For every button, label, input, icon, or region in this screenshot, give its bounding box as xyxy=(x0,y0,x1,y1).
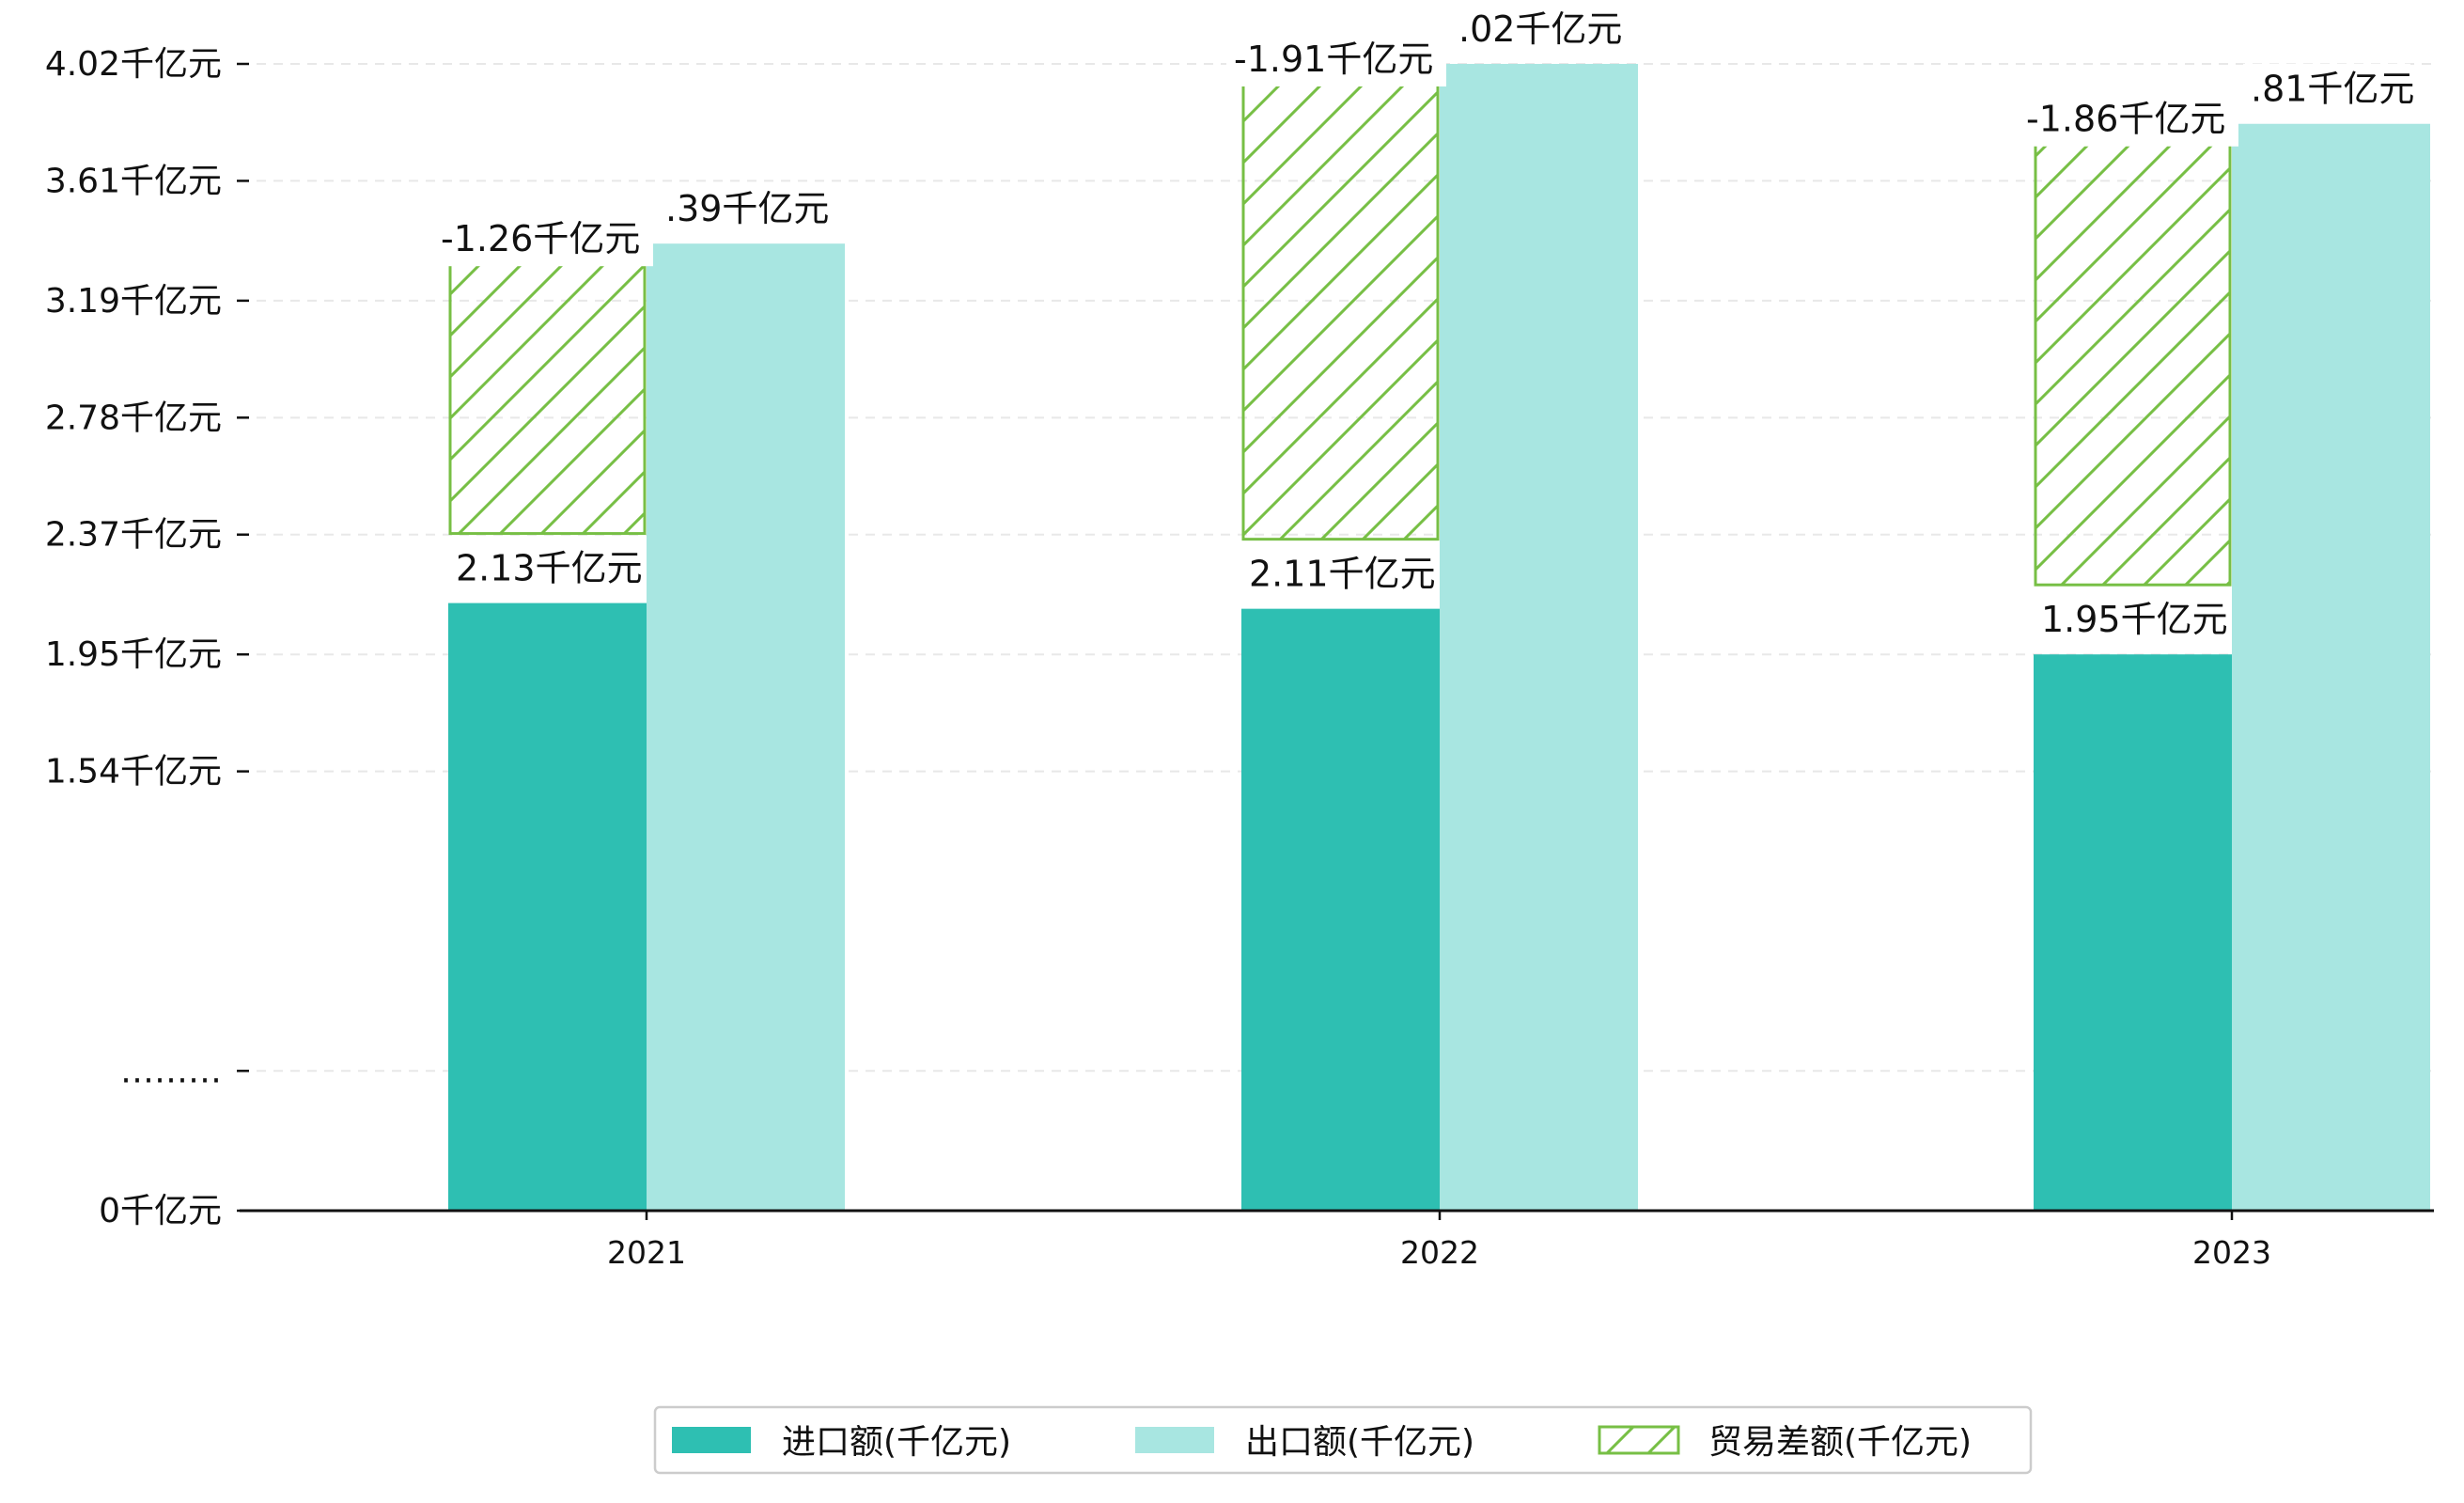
export-value-label-box xyxy=(1451,4,1618,56)
legend-export-swatch xyxy=(1135,1427,1214,1453)
import-value-label: 2.11千亿元 xyxy=(1249,554,1436,595)
balance-value-label-box xyxy=(433,213,653,267)
balance-value-label: -1.86千亿元 xyxy=(2026,99,2225,140)
legend-export-label: 出口额(千亿元) xyxy=(1245,1423,1474,1462)
balance-value-label-box xyxy=(2019,93,2238,147)
import-value-label-box xyxy=(1241,548,1435,602)
balance-bar xyxy=(1241,81,1440,541)
y-tick-label: 2.78千亿元 xyxy=(45,399,222,437)
legend-balance-swatch xyxy=(1598,1425,1680,1455)
balance-value-label: -1.26千亿元 xyxy=(441,218,640,259)
y-tick-label: 3.19千亿元 xyxy=(45,282,222,321)
x-tick-label: 2023 xyxy=(2192,1234,2271,1271)
y-tick-label: 4.02千亿元 xyxy=(45,45,222,84)
legend: 进口额(千亿元) 出口额(千亿元) 贸易差额(千亿元) xyxy=(653,1405,2033,1475)
export-value-label-box xyxy=(658,183,825,237)
balance-bar xyxy=(448,260,647,536)
export-bar xyxy=(2232,123,2430,1212)
import-value-label-box xyxy=(448,542,642,596)
export-value-label: .02千亿元 xyxy=(1458,8,1622,50)
import-value-label: 1.95千亿元 xyxy=(2041,599,2228,640)
y-tick-label: 2.37千亿元 xyxy=(45,516,222,555)
balance-bar xyxy=(2034,141,2232,587)
balance-value-label: -1.91千亿元 xyxy=(1234,39,1433,80)
y-tick-label: ……… xyxy=(120,1052,222,1090)
legend-box xyxy=(653,1405,2033,1475)
axes: 0千亿元 ……… 1.54千亿元 1.95千亿元 2.37千亿元 2.78千亿元 3.19千… xyxy=(45,45,2434,1271)
export-bar xyxy=(1440,64,1638,1211)
y-tick-label: 0千亿元 xyxy=(99,1192,222,1230)
import-bar xyxy=(2034,654,2232,1211)
legend-import-swatch xyxy=(672,1427,751,1453)
export-value-label: .39千亿元 xyxy=(665,188,829,229)
y-tick-label: 1.54千亿元 xyxy=(45,753,222,791)
import-bar xyxy=(448,603,647,1211)
import-bar xyxy=(1241,608,1440,1211)
export-value-label: .81千亿元 xyxy=(2251,69,2414,110)
import-value-label: 2.13千亿元 xyxy=(456,548,643,589)
export-value-label-box xyxy=(2243,63,2410,117)
legend-balance-label: 贸易差额(千亿元) xyxy=(1708,1423,1972,1462)
y-tick-label: 1.95千亿元 xyxy=(45,635,222,674)
x-tick-label: 2022 xyxy=(1400,1234,1479,1271)
export-bar xyxy=(647,243,845,1211)
import-value-label-box xyxy=(2034,594,2227,648)
data-labels: 2.13千亿元 -1.26千亿元 .39千亿元 2.11千亿元 -1.91千亿元 .02千… xyxy=(433,4,2414,648)
x-tick-label: 2021 xyxy=(607,1234,686,1271)
balance-value-label-box xyxy=(1226,34,1446,86)
legend-import-label: 进口额(千亿元) xyxy=(782,1423,1011,1462)
y-tick-label: 3.61千亿元 xyxy=(45,162,222,200)
